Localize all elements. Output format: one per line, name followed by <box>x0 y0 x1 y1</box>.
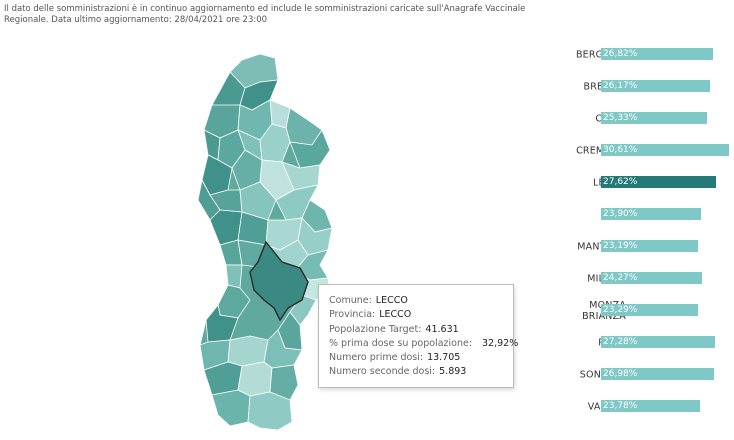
province-row-sondrio[interactable]: SONDRIO26,98% <box>530 360 734 390</box>
tooltip-popolazione-label: Popolazione Target: <box>329 323 422 335</box>
province-bar-value: 23,78% <box>603 401 638 411</box>
tooltip-seconde-dosi-value: 5.893 <box>439 366 467 378</box>
municipality-patches[interactable] <box>197 53 333 431</box>
province-bar-value: 23,19% <box>603 241 638 251</box>
province-bar[interactable]: 27,28% <box>601 336 715 348</box>
municipality-map[interactable] <box>190 50 340 435</box>
province-row-lecco[interactable]: LECCO27,62% <box>530 168 734 198</box>
province-bar-value: 26,17% <box>603 81 638 91</box>
municipality-tooltip: Comune: LECCO Provincia: LECCO Popolazio… <box>318 284 518 388</box>
province-row-cremona[interactable]: CREMONA30,61% <box>530 136 734 166</box>
province-row-brescia[interactable]: BRESCIA26,17% <box>530 72 734 102</box>
province-bar-value: 30,61% <box>603 145 638 155</box>
tooltip-provincia-label: Provincia: <box>329 309 376 321</box>
tooltip-popolazione-row: Popolazione Target: 41.631 <box>329 323 503 337</box>
municipality-patch[interactable] <box>239 181 277 221</box>
tooltip-seconde-dosi-label: Numero seconde dosi: <box>329 366 436 378</box>
province-row-bergamo[interactable]: BERGAMO26,82% <box>530 40 734 70</box>
province-bar[interactable]: 26,17% <box>601 80 710 92</box>
province-bar-value: 23,90% <box>603 209 638 219</box>
province-bar-value: 27,28% <box>603 337 638 347</box>
province-bar[interactable]: 24,27% <box>601 272 702 284</box>
tooltip-prima-dose-label: % prima dose su popolazione: <box>329 337 473 349</box>
province-bar-value: 26,98% <box>603 369 638 379</box>
municipality-patch[interactable] <box>227 335 269 367</box>
province-bar[interactable]: 23,29% <box>601 304 698 316</box>
tooltip-prima-dose-row: % prima dose su popolazione: 32,92% <box>329 337 518 351</box>
province-bar-value: 23,29% <box>603 305 638 315</box>
province-bar[interactable]: 27,62% <box>601 176 716 188</box>
update-note: Il dato delle somministrazioni è in cont… <box>4 4 526 25</box>
tooltip-comune-value: LECCO <box>375 295 408 306</box>
province-row-lodi[interactable]: LODI23,90% <box>530 200 734 230</box>
municipality-patch[interactable] <box>209 209 243 246</box>
tooltip-comune-label: Comune: <box>329 295 372 306</box>
selected-municipality-lecco[interactable] <box>249 240 309 322</box>
province-bar[interactable]: 26,98% <box>601 368 714 380</box>
province-label: CREMONA <box>536 146 626 157</box>
tooltip-prima-dose-value: 32,92% <box>482 337 519 349</box>
map-svg[interactable] <box>190 50 340 435</box>
municipality-patch[interactable] <box>211 389 251 427</box>
province-bar-value: 27,62% <box>603 177 638 187</box>
province-row-pavia[interactable]: PAVIA27,28% <box>530 328 734 358</box>
tooltip-comune-row: Comune: LECCO <box>329 294 503 308</box>
province-bar[interactable]: 23,90% <box>601 208 701 220</box>
province-bar[interactable]: 26,82% <box>601 48 713 60</box>
tooltip-provincia-value: LECCO <box>379 309 412 321</box>
tooltip-prime-dosi-row: Numero prime dosi: 13.705 <box>329 351 503 365</box>
province-bar-list: BERGAMO26,82%BRESCIA26,17%COMO25,33%CREM… <box>530 40 734 430</box>
municipality-patch[interactable] <box>289 294 317 326</box>
tooltip-popolazione-value: 41.631 <box>425 323 459 335</box>
tooltip-prime-dosi-label: Numero prime dosi: <box>329 352 424 364</box>
province-bar-value: 24,27% <box>603 273 638 283</box>
province-row-varese[interactable]: VARESE23,78% <box>530 392 734 422</box>
province-bar[interactable]: 23,78% <box>601 400 700 412</box>
municipality-patch[interactable] <box>237 361 273 397</box>
province-bar-value: 26,82% <box>603 49 638 59</box>
tooltip-seconde-dosi-row: Numero seconde dosi: 5.893 <box>329 365 503 379</box>
province-row-milano[interactable]: MILANO24,27% <box>530 264 734 294</box>
municipality-patch[interactable] <box>269 364 299 401</box>
municipality-patch[interactable] <box>247 391 293 431</box>
province-bar[interactable]: 23,19% <box>601 240 698 252</box>
province-row-como[interactable]: COMO25,33% <box>530 104 734 134</box>
tooltip-prime-dosi-value: 13.705 <box>427 352 461 364</box>
province-bar-value: 25,33% <box>603 113 638 123</box>
municipality-patch[interactable] <box>225 264 243 289</box>
province-label: BERGAMO <box>536 50 626 61</box>
province-row-mantova[interactable]: MANTOVA23,19% <box>530 232 734 262</box>
province-bar[interactable]: 25,33% <box>601 112 707 124</box>
province-bar[interactable]: 30,61% <box>601 144 729 156</box>
tooltip-provincia-row: Provincia: LECCO <box>329 308 503 322</box>
